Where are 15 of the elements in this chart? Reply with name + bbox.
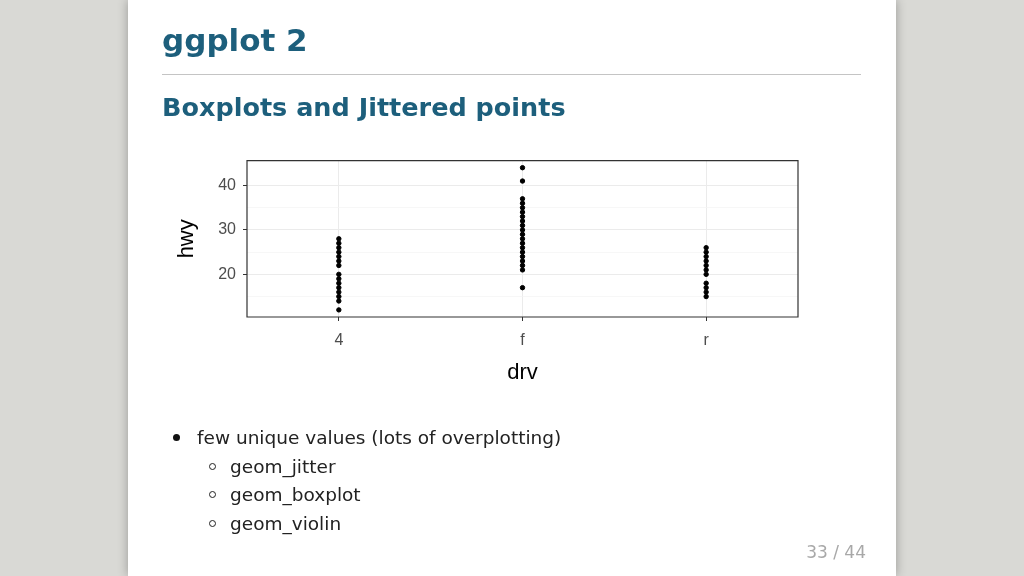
y-axis-title: hwy bbox=[173, 219, 199, 259]
y-tick-label: 30 bbox=[218, 220, 237, 238]
text: few unique values (lots of overplotting) bbox=[197, 426, 562, 450]
chart-title: ggplot 2 bbox=[162, 21, 308, 60]
x-tick-label: f bbox=[520, 331, 526, 349]
x-tick-label: r bbox=[703, 331, 710, 349]
chart-subtitle: Boxplots and Jittered points bbox=[162, 91, 566, 123]
y-tick-label: 40 bbox=[218, 175, 237, 193]
text: geom_boxplot bbox=[230, 483, 361, 508]
text: 33 / 44 bbox=[806, 541, 866, 564]
x-axis-title: drv bbox=[507, 358, 538, 384]
y-tick-label: 20 bbox=[218, 264, 237, 282]
text: geom_violin bbox=[230, 511, 342, 537]
x-tick-label: 4 bbox=[334, 331, 344, 349]
text: geom_jitter bbox=[230, 454, 336, 480]
